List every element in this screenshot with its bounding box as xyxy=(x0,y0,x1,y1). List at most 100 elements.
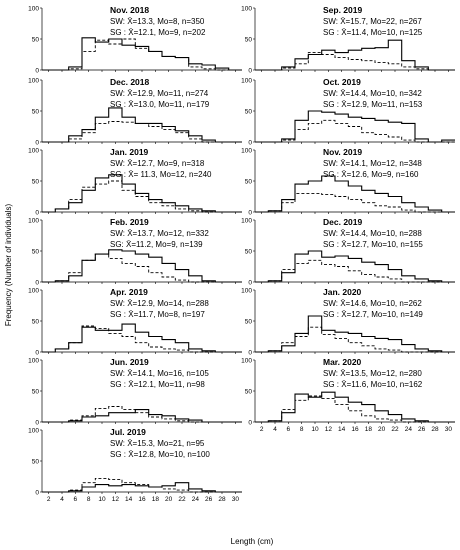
x-tick-label: 6 xyxy=(287,426,291,433)
x-tick-label: 28 xyxy=(218,496,226,503)
y-tick-label: 100 xyxy=(28,357,39,364)
y-tick-label: 0 xyxy=(35,139,39,146)
series-line-sg xyxy=(42,406,242,423)
chart-title: Dec. 2018 xyxy=(110,77,149,87)
y-tick-label: 100 xyxy=(28,217,39,224)
x-tick-label: 8 xyxy=(300,426,304,433)
x-tick-label: 22 xyxy=(178,496,186,503)
y-tick-label: 100 xyxy=(28,287,39,294)
series-line-sg xyxy=(42,477,242,493)
x-tick-label: 20 xyxy=(378,426,386,433)
chart-panel: 0 50 100 Oct. 2019 SW: X̄=14.4, Mo=10, n=342… xyxy=(241,77,455,146)
y-tick-label: 50 xyxy=(32,178,40,185)
chart-panel: 0 50 100 Jan. 2020 SW: X̄=14.6, Mo=10, n=262… xyxy=(241,287,455,356)
series-line-sw xyxy=(42,482,242,493)
y-tick-label: 0 xyxy=(35,209,39,216)
series-line-sg xyxy=(255,259,455,283)
series-line-sg xyxy=(255,52,455,71)
x-tick-label: 24 xyxy=(192,496,200,503)
y-tick-label: 50 xyxy=(245,248,253,255)
x-tick-label: 18 xyxy=(365,426,373,433)
chart-title: Jun. 2019 xyxy=(110,357,149,367)
y-tick-label: 100 xyxy=(28,427,39,434)
series-line-sg xyxy=(42,325,242,353)
chart-panel: 0 50 100 Nov. 2019 SW: X̄=14.1, Mo=12, n=348… xyxy=(241,147,455,216)
y-tick-label: 50 xyxy=(245,36,253,43)
y-tick-label: 50 xyxy=(245,388,253,395)
stats-sg: SG : X̄=12.8, Mo=10, n=100 xyxy=(110,450,210,459)
stats-sw: SW: X̄=12.7, Mo=9, n=318 xyxy=(110,159,205,168)
y-tick-label: 100 xyxy=(28,77,39,84)
stats-sw: SW: X̄=15.3, Mo=21, n=95 xyxy=(110,439,205,448)
y-axis-label: Frequency (Number of individuals) xyxy=(4,204,13,327)
chart-panel: 0 50 100 Sep. 2019 SW: X̄=15.7, Mo=22, n=267… xyxy=(241,5,455,74)
chart-panel: 0 50 100 Jan. 2019 SW: X̄=12.7, Mo=9, n=318 S… xyxy=(28,147,242,216)
series-line-sg xyxy=(255,192,455,213)
stats-sg: SG : X̄=12.6, Mo=9, n=160 xyxy=(323,170,419,179)
chart-title: Oct. 2019 xyxy=(323,77,361,87)
stats-sw: SW: X̄=14.4, Mo=10, n=342 xyxy=(323,89,422,98)
y-tick-label: 100 xyxy=(241,147,252,154)
chart-title: Dec. 2019 xyxy=(323,217,362,227)
y-tick-label: 100 xyxy=(241,357,252,364)
x-tick-label: 10 xyxy=(98,496,106,503)
y-tick-label: 50 xyxy=(245,108,253,115)
series-line-sw xyxy=(42,249,242,283)
x-tick-label: 16 xyxy=(138,496,146,503)
y-tick-label: 0 xyxy=(248,349,252,356)
series-line-sw xyxy=(255,315,455,353)
series-line-sw xyxy=(255,250,455,283)
chart-title: Apr. 2019 xyxy=(110,287,148,297)
chart-panel: 0 50 100 Feb. 2019 SW: X̄=13.7, Mo=12, n=332… xyxy=(28,217,242,286)
stats-sw: SW: X̄=14.4, Mo=10, n=288 xyxy=(323,229,422,238)
y-tick-label: 50 xyxy=(32,318,40,325)
y-tick-label: 0 xyxy=(35,419,39,426)
y-tick-label: 0 xyxy=(248,419,252,426)
series-line-sg xyxy=(255,326,455,353)
x-tick-label: 4 xyxy=(60,496,64,503)
series-line-sw xyxy=(42,174,242,213)
y-tick-label: 0 xyxy=(248,67,252,74)
chart-title: Jan. 2019 xyxy=(110,147,149,157)
y-tick-label: 50 xyxy=(245,318,253,325)
x-tick-label: 12 xyxy=(112,496,120,503)
x-tick-label: 14 xyxy=(125,496,133,503)
y-tick-label: 50 xyxy=(32,248,40,255)
series-line-sw xyxy=(42,323,242,353)
stats-sg: SG : X̄=12.9, Mo=11, n=153 xyxy=(323,100,423,109)
y-tick-label: 0 xyxy=(248,139,252,146)
x-tick-label: 30 xyxy=(232,496,240,503)
series-line-sw xyxy=(255,175,455,213)
x-tick-label: 20 xyxy=(165,496,173,503)
chart-panel: 0 50 100 Apr. 2019 SW: X̄=12.9, Mo=14, n=288… xyxy=(28,287,242,356)
x-tick-label: 26 xyxy=(418,426,426,433)
y-tick-label: 100 xyxy=(241,77,252,84)
stats-sw: SW: X̄=14.1, Mo=12, n=348 xyxy=(323,159,422,168)
series-line-sw xyxy=(42,37,242,71)
x-tick-label: 2 xyxy=(47,496,51,503)
x-tick-label: 30 xyxy=(445,426,453,433)
y-tick-label: 0 xyxy=(35,67,39,74)
chart-title: Jul. 2019 xyxy=(110,427,146,437)
stats-sw: SW: X̄=13.7, Mo=12, n=332 xyxy=(110,229,209,238)
stats-sw: SW: X̄=13.3, Mo=8, n=350 xyxy=(110,17,205,26)
stats-sg: SG: X̄=11.2, Mo=9, n=139 xyxy=(110,240,203,249)
chart-title: Nov. 2019 xyxy=(323,147,362,157)
chart-title: Jan. 2020 xyxy=(323,287,362,297)
x-tick-label: 14 xyxy=(338,426,346,433)
series-line-sg xyxy=(255,395,455,423)
x-tick-label: 28 xyxy=(431,426,439,433)
stats-sw: SW: X̄=12.9, Mo=11, n=274 xyxy=(110,89,209,98)
chart-title: Mar. 2020 xyxy=(323,357,362,367)
chart-title: Nov. 2018 xyxy=(110,5,149,15)
y-tick-label: 0 xyxy=(35,349,39,356)
stats-sw: SW: X̄=13.5, Mo=12, n=280 xyxy=(323,369,422,378)
y-tick-label: 0 xyxy=(35,489,39,496)
stats-sg: SG : X̄=13.0, Mo=11, n=179 xyxy=(110,100,210,109)
series-line-sg xyxy=(42,180,242,213)
y-tick-label: 50 xyxy=(245,178,253,185)
stats-sg: SG : X̄=12.7, Mo=10, n=155 xyxy=(323,240,423,249)
